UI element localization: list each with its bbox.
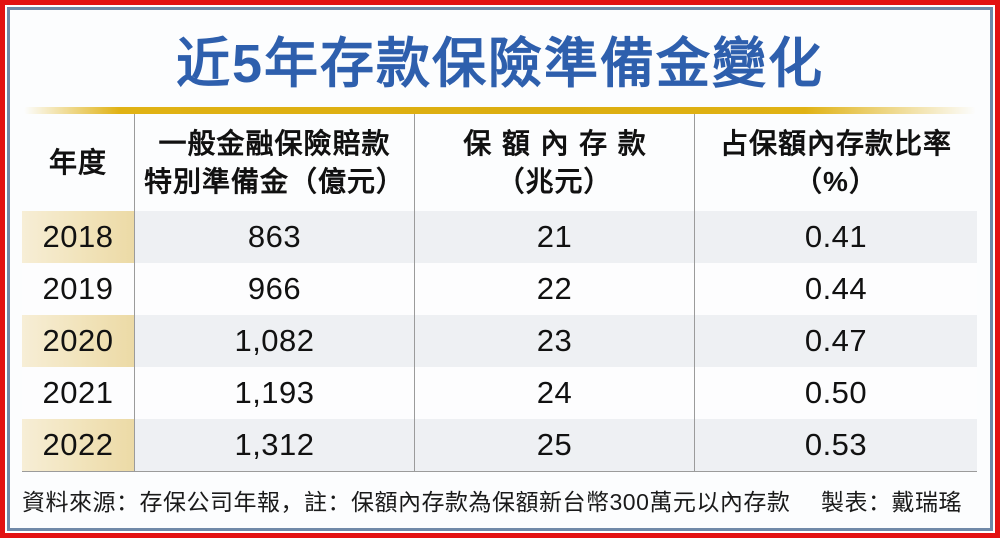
table-row: 2019 966 22 0.44 xyxy=(22,263,977,315)
cell-reserve: 966 xyxy=(135,263,415,315)
header-year-label: 年度 xyxy=(48,146,107,178)
cell-ratio: 0.50 xyxy=(695,367,977,419)
credit-note: 製表：戴瑞瑤 xyxy=(821,489,962,515)
title-area: 近5年存款保險準備金變化 xyxy=(10,10,990,107)
page-title: 近5年存款保險準備金變化 xyxy=(175,34,825,94)
cell-deposits: 23 xyxy=(415,315,695,367)
header-deposits: 保額內存款 （兆元） xyxy=(415,114,695,211)
cell-ratio: 0.41 xyxy=(695,211,977,263)
cell-ratio: 0.44 xyxy=(695,263,977,315)
cell-ratio: 0.53 xyxy=(695,419,977,471)
inner-panel: 近5年存款保險準備金變化 年度 一般金融保險賠款 特別準備金（億元） 保額內存款… xyxy=(7,7,993,531)
table-row: 2020 1,082 23 0.47 xyxy=(22,315,977,367)
cell-year: 2021 xyxy=(22,367,135,419)
cell-deposits: 22 xyxy=(415,263,695,315)
cell-ratio: 0.47 xyxy=(695,315,977,367)
table-row: 2022 1,312 25 0.53 xyxy=(22,419,977,471)
source-note: 資料來源：存保公司年報，註：保額內存款為保額新台幣300萬元以內存款 xyxy=(22,489,791,515)
cell-reserve: 863 xyxy=(135,211,415,263)
table-row: 2021 1,193 24 0.50 xyxy=(22,367,977,419)
header-year: 年度 xyxy=(22,114,135,211)
cell-deposits: 24 xyxy=(415,367,695,419)
table-row: 2018 863 21 0.41 xyxy=(22,211,977,263)
cell-reserve: 1,193 xyxy=(135,367,415,419)
cell-deposits: 21 xyxy=(415,211,695,263)
header-reserve: 一般金融保險賠款 特別準備金（億元） xyxy=(135,114,415,211)
data-table: 年度 一般金融保險賠款 特別準備金（億元） 保額內存款 （兆元） 占保額內存款比… xyxy=(22,114,977,472)
gold-divider-bar xyxy=(24,107,976,114)
cell-year: 2020 xyxy=(22,315,135,367)
cell-year: 2019 xyxy=(22,263,135,315)
table-header-row: 年度 一般金融保險賠款 特別準備金（億元） 保額內存款 （兆元） 占保額內存款比… xyxy=(22,114,977,211)
footer: 資料來源：存保公司年報，註：保額內存款為保額新台幣300萬元以內存款 製表：戴瑞… xyxy=(10,472,990,528)
cell-year: 2022 xyxy=(22,419,135,471)
header-ratio: 占保額內存款比率 （%） xyxy=(719,127,952,197)
cell-deposits: 25 xyxy=(415,419,695,471)
cell-reserve: 1,312 xyxy=(135,419,415,471)
cell-year: 2018 xyxy=(22,211,135,263)
cell-reserve: 1,082 xyxy=(135,315,415,367)
